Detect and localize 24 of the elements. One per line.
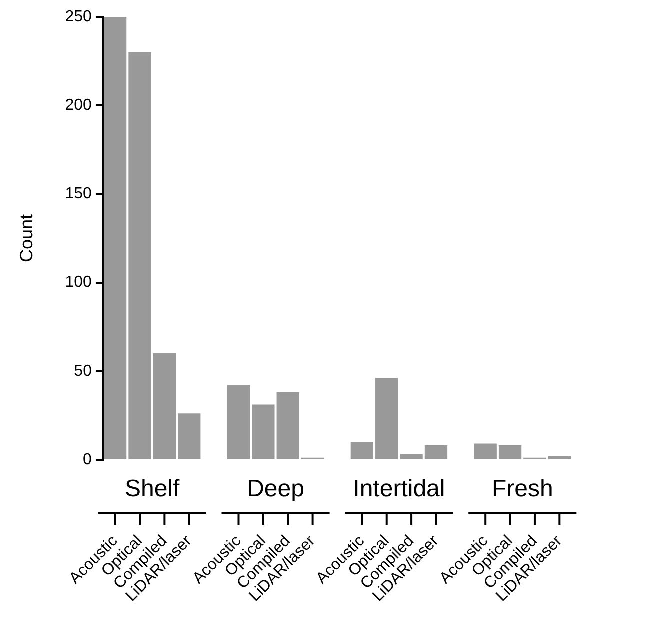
bar [498, 445, 522, 460]
bar [400, 454, 423, 460]
bar [424, 445, 448, 460]
bar [376, 378, 398, 460]
bar [548, 456, 571, 460]
bar [227, 385, 250, 460]
text: Intertidal [353, 476, 446, 503]
bar [153, 353, 176, 460]
y-axis-title: Count [16, 214, 37, 263]
text: Deep [247, 476, 304, 503]
bar [252, 404, 275, 460]
bar [276, 392, 300, 460]
bar [128, 52, 152, 460]
text: Fresh [492, 476, 554, 503]
y-tick-label: 100 [65, 274, 92, 292]
bar [178, 414, 201, 460]
y-tick-label: 200 [65, 97, 92, 114]
y-tick-label: 0 [83, 451, 92, 468]
text: Shelf [124, 476, 180, 503]
y-tick-label: 250 [65, 8, 92, 26]
bar [474, 444, 497, 460]
y-tick-label: 50 [74, 362, 92, 380]
y-tick-label: 150 [65, 186, 92, 203]
bar [350, 442, 374, 460]
